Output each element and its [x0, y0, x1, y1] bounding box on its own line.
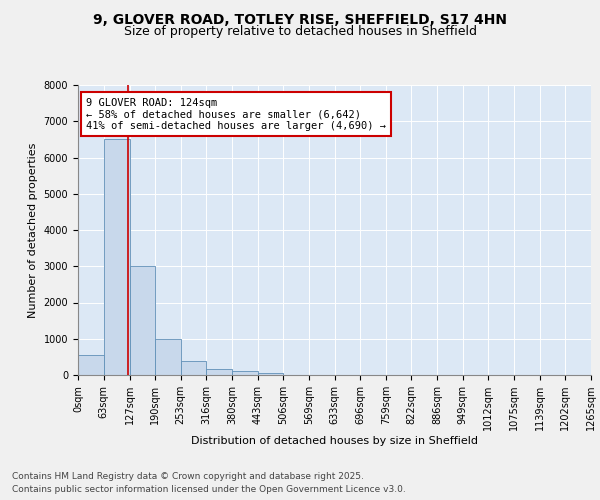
Bar: [206, 369, 232, 375]
Bar: [232, 372, 257, 375]
Text: Contains HM Land Registry data © Crown copyright and database right 2025.: Contains HM Land Registry data © Crown c…: [12, 472, 364, 481]
Text: Size of property relative to detached houses in Sheffield: Size of property relative to detached ho…: [124, 25, 476, 38]
Bar: [130, 266, 155, 375]
X-axis label: Distribution of detached houses by size in Sheffield: Distribution of detached houses by size …: [191, 436, 478, 446]
Text: Contains public sector information licensed under the Open Government Licence v3: Contains public sector information licen…: [12, 485, 406, 494]
Text: 9, GLOVER ROAD, TOTLEY RISE, SHEFFIELD, S17 4HN: 9, GLOVER ROAD, TOTLEY RISE, SHEFFIELD, …: [93, 12, 507, 26]
Text: 9 GLOVER ROAD: 124sqm
← 58% of detached houses are smaller (6,642)
41% of semi-d: 9 GLOVER ROAD: 124sqm ← 58% of detached …: [86, 98, 386, 131]
Bar: [181, 361, 206, 375]
Bar: [155, 339, 181, 375]
Bar: [257, 373, 283, 375]
Bar: [78, 355, 104, 375]
Y-axis label: Number of detached properties: Number of detached properties: [28, 142, 38, 318]
Bar: [104, 140, 130, 375]
